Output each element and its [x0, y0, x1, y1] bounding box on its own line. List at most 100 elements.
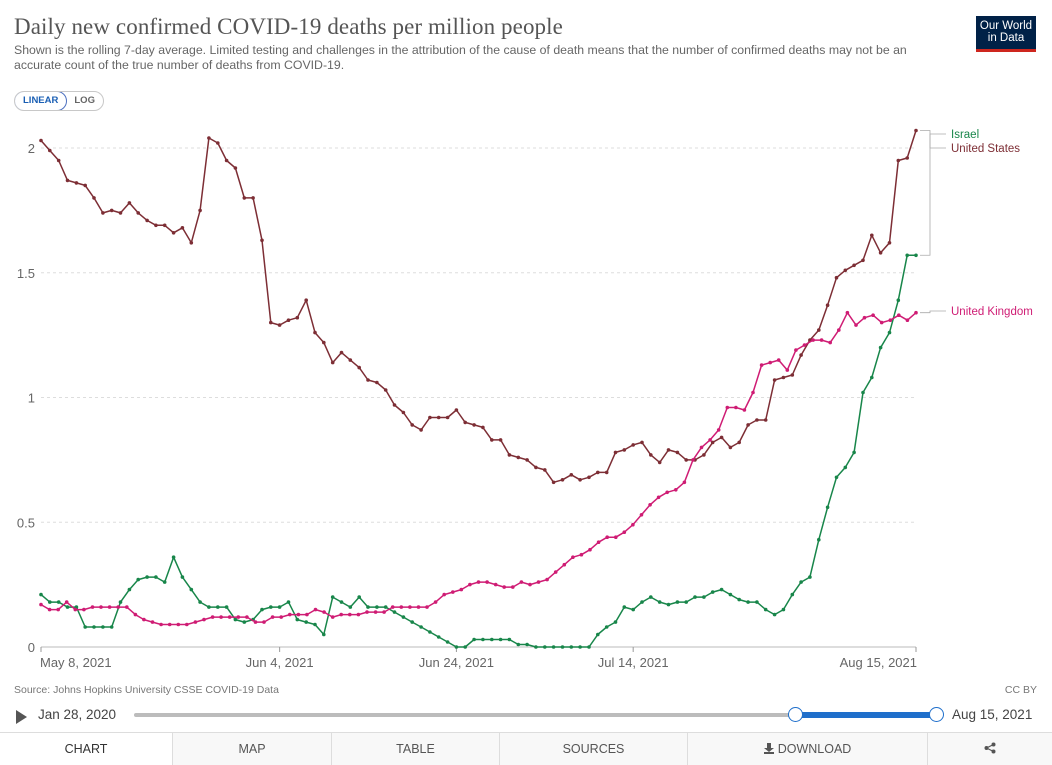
data-point-united-states[interactable] — [498, 438, 503, 442]
data-point-united-states[interactable] — [419, 428, 423, 432]
data-point-united-states[interactable] — [313, 330, 317, 335]
data-point-united-states[interactable] — [216, 141, 220, 145]
data-point-united-states[interactable] — [887, 241, 892, 245]
data-point-united-states[interactable] — [145, 218, 149, 223]
data-point-united-kingdom[interactable] — [596, 540, 601, 544]
data-point-united-kingdom[interactable] — [416, 605, 421, 609]
data-point-united-states[interactable] — [92, 196, 96, 200]
data-point-united-states[interactable] — [825, 303, 830, 307]
data-point-united-kingdom[interactable] — [56, 607, 60, 612]
data-point-israel[interactable] — [569, 645, 574, 649]
data-point-united-states[interactable] — [162, 223, 167, 228]
data-point-united-kingdom[interactable] — [99, 605, 103, 609]
data-point-united-kingdom[interactable] — [819, 338, 824, 342]
data-point-israel[interactable] — [216, 605, 220, 609]
data-point-united-states[interactable] — [596, 470, 600, 475]
data-point-united-states[interactable] — [401, 410, 406, 415]
data-point-israel[interactable] — [861, 390, 865, 395]
data-point-israel[interactable] — [269, 605, 273, 609]
data-point-united-states[interactable] — [65, 178, 70, 183]
data-point-israel[interactable] — [887, 330, 892, 335]
data-point-united-states[interactable] — [914, 128, 918, 133]
data-point-united-kingdom[interactable] — [348, 612, 352, 617]
data-point-united-kingdom[interactable] — [382, 610, 386, 614]
data-point-united-states[interactable] — [269, 320, 273, 325]
data-point-united-kingdom[interactable] — [716, 428, 721, 432]
play-icon[interactable] — [16, 710, 27, 724]
data-point-united-states[interactable] — [728, 445, 733, 450]
data-point-united-kingdom[interactable] — [270, 615, 275, 619]
data-point-united-states[interactable] — [198, 208, 202, 213]
data-point-israel[interactable] — [507, 637, 512, 642]
data-point-united-states[interactable] — [383, 388, 388, 392]
data-point-united-states[interactable] — [260, 238, 264, 243]
data-point-israel[interactable] — [534, 645, 538, 649]
data-point-united-kingdom[interactable] — [150, 620, 155, 624]
license-badge[interactable]: CC BY — [1004, 684, 1037, 696]
data-point-united-states[interactable] — [410, 423, 415, 427]
data-point-united-states[interactable] — [233, 166, 238, 170]
data-point-israel[interactable] — [260, 607, 264, 612]
data-point-united-kingdom[interactable] — [313, 607, 318, 612]
legend-label-united-states[interactable]: United States — [951, 143, 1020, 155]
data-point-israel[interactable] — [905, 253, 909, 258]
data-point-united-states[interactable] — [534, 465, 538, 470]
data-point-united-states[interactable] — [286, 318, 291, 322]
data-point-united-kingdom[interactable] — [159, 622, 163, 627]
data-point-united-kingdom[interactable] — [725, 405, 730, 410]
data-point-united-kingdom[interactable] — [176, 622, 181, 627]
data-point-israel[interactable] — [454, 645, 459, 649]
data-point-united-kingdom[interactable] — [897, 313, 901, 317]
data-point-united-states[interactable] — [242, 196, 247, 200]
data-point-united-kingdom[interactable] — [528, 582, 532, 587]
data-point-israel[interactable] — [551, 645, 556, 649]
data-point-israel[interactable] — [330, 595, 335, 599]
data-point-united-states[interactable] — [357, 365, 362, 370]
data-point-united-states[interactable] — [445, 415, 450, 420]
data-point-united-kingdom[interactable] — [202, 617, 206, 622]
data-point-israel[interactable] — [490, 637, 494, 642]
data-point-israel[interactable] — [693, 595, 697, 599]
data-point-united-kingdom[interactable] — [742, 408, 747, 412]
data-point-united-kingdom[interactable] — [768, 360, 772, 365]
data-point-united-states[interactable] — [101, 211, 105, 215]
data-point-united-kingdom[interactable] — [828, 340, 832, 345]
data-point-united-states[interactable] — [878, 251, 883, 255]
data-point-israel[interactable] — [401, 615, 406, 619]
data-point-united-kingdom[interactable] — [167, 622, 172, 627]
data-point-israel[interactable] — [852, 450, 856, 455]
data-point-israel[interactable] — [109, 625, 114, 629]
data-point-israel[interactable] — [127, 587, 132, 592]
data-point-united-kingdom[interactable] — [408, 605, 412, 609]
data-point-israel[interactable] — [56, 600, 61, 604]
data-point-united-kingdom[interactable] — [356, 612, 361, 617]
data-point-united-states[interactable] — [719, 435, 724, 440]
data-point-israel[interactable] — [445, 640, 450, 644]
data-point-united-kingdom[interactable] — [699, 445, 704, 450]
data-point-united-kingdom[interactable] — [862, 315, 867, 320]
data-point-israel[interactable] — [48, 600, 52, 604]
data-point-israel[interactable] — [675, 600, 680, 604]
data-point-united-kingdom[interactable] — [193, 620, 198, 624]
data-point-israel[interactable] — [746, 600, 750, 604]
data-point-israel[interactable] — [277, 605, 282, 609]
data-point-israel[interactable] — [702, 595, 706, 599]
data-point-united-states[interactable] — [702, 453, 706, 457]
data-point-israel[interactable] — [242, 620, 247, 624]
data-point-israel[interactable] — [348, 605, 353, 609]
data-point-israel[interactable] — [92, 625, 96, 629]
data-point-united-kingdom[interactable] — [854, 323, 858, 327]
data-point-united-kingdom[interactable] — [468, 582, 472, 587]
data-point-united-states[interactable] — [251, 196, 255, 200]
data-point-united-states[interactable] — [737, 440, 741, 445]
data-point-united-kingdom[interactable] — [485, 580, 489, 584]
data-point-israel[interactable] — [410, 620, 415, 624]
data-point-united-kingdom[interactable] — [879, 320, 884, 325]
data-point-israel[interactable] — [578, 645, 582, 649]
data-point-united-states[interactable] — [436, 415, 441, 420]
data-point-israel[interactable] — [878, 345, 883, 350]
data-point-united-kingdom[interactable] — [579, 552, 584, 557]
data-point-united-states[interactable] — [74, 181, 79, 185]
data-point-israel[interactable] — [304, 620, 309, 624]
data-point-israel[interactable] — [366, 605, 370, 609]
